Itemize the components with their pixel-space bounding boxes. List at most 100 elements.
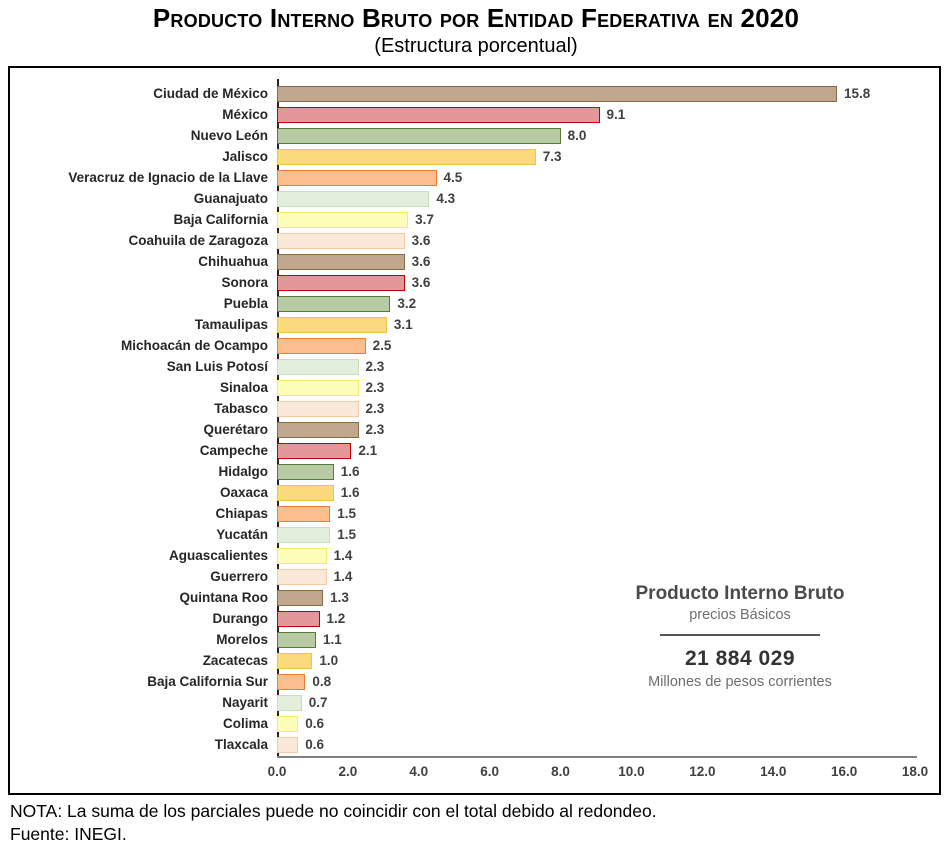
- chart-row: Yucatán 1.5: [10, 524, 939, 545]
- bar-track: 1.5: [277, 524, 939, 545]
- bar-track: 4.5: [277, 167, 939, 188]
- chart-row: Colima 0.6: [10, 713, 939, 734]
- value-label: 1.2: [326, 611, 346, 626]
- bar: [277, 421, 359, 438]
- value-label: 2.1: [358, 443, 378, 458]
- bar-track: 15.8: [277, 83, 939, 104]
- x-tick-label: 4.0: [409, 764, 429, 779]
- chart-row: Zacatecas 1.0: [10, 650, 939, 671]
- value-label: 0.6: [305, 737, 325, 752]
- category-label: Oaxaca: [219, 485, 268, 500]
- bar-track: 2.5: [277, 335, 939, 356]
- category-label: Tlaxcala: [214, 737, 268, 752]
- chart-row: Sonora 3.6: [10, 272, 939, 293]
- bar-track: 2.3: [277, 398, 939, 419]
- bar: [277, 148, 536, 165]
- bar: [277, 169, 437, 186]
- category-label: Morelos: [216, 632, 268, 647]
- chart-row: Veracruz de Ignacio de la Llave 4.5: [10, 167, 939, 188]
- bar: [277, 358, 359, 375]
- value-label: 1.3: [330, 590, 349, 605]
- bar: [277, 694, 302, 711]
- category-label: San Luis Potosí: [166, 359, 268, 374]
- category-label: Tamaulipas: [194, 317, 268, 332]
- chart-rows: Ciudad de México 15.8 México 9.1 Nuevo León 8…: [10, 83, 939, 755]
- chart-row: Baja California 3.7: [10, 209, 939, 230]
- bar: [277, 274, 405, 291]
- bar-track: 2.3: [277, 419, 939, 440]
- value-label: 0.6: [305, 716, 325, 731]
- category-label: Ciudad de México: [153, 86, 268, 101]
- bar-track: 3.6: [277, 251, 939, 272]
- bar: [277, 442, 352, 459]
- bar-track: 3.6: [277, 230, 939, 251]
- chart-row: San Luis Potosí 2.3: [10, 356, 939, 377]
- chart-row: Michoacán de Ocampo 2.5: [10, 335, 939, 356]
- category-label: Jalisco: [222, 149, 268, 164]
- annotation-total-value: 21 884 029: [684, 647, 796, 670]
- value-label: 7.3: [542, 149, 562, 164]
- chart-row: Tamaulipas 3.1: [10, 314, 939, 335]
- value-label: 2.3: [365, 422, 385, 437]
- category-label: Puebla: [223, 296, 268, 311]
- annotation-units: Millones de pesos corrientes: [648, 674, 832, 690]
- bar-track: 2.3: [277, 377, 939, 398]
- bar: [277, 505, 331, 522]
- bar-track: 2.3: [277, 356, 939, 377]
- chart-row: Chiapas 1.5: [10, 503, 939, 524]
- annotation-subtitle: precios Básicos: [689, 607, 791, 623]
- chart-row: México 9.1: [10, 104, 939, 125]
- value-label: 1.4: [333, 569, 353, 584]
- value-label: 4.3: [436, 191, 456, 206]
- chart-row: Nuevo León 8.0: [10, 125, 939, 146]
- bar-track: 1.4: [277, 545, 939, 566]
- category-label: Aguascalientes: [168, 548, 268, 563]
- bar: [277, 631, 316, 648]
- chart-header: Producto Interno Bruto por Entidad Feder…: [0, 0, 952, 58]
- bar: [277, 568, 327, 585]
- bar: [277, 484, 334, 501]
- chart-row: Puebla 3.2: [10, 293, 939, 314]
- category-label: Sinaloa: [219, 380, 268, 395]
- x-axis-ticks: 0.0 2.0 4.0 6.0 8.0 10.0 12.0 14.0 16.0 18.0: [10, 764, 939, 784]
- x-tick-label: 12.0: [689, 764, 716, 779]
- chart-title: Producto Interno Bruto por Entidad Feder…: [152, 3, 800, 33]
- value-label: 3.6: [411, 233, 431, 248]
- category-label: Michoacán de Ocampo: [120, 338, 268, 353]
- chart-row: Guerrero 1.4: [10, 566, 939, 587]
- chart-row: Tabasco 2.3: [10, 398, 939, 419]
- value-label: 3.1: [393, 317, 413, 332]
- chart-row: Quintana Roo 1.3: [10, 587, 939, 608]
- category-label: Coahuila de Zaragoza: [128, 233, 268, 248]
- x-tick-label: 6.0: [480, 764, 500, 779]
- category-label: Zacatecas: [202, 653, 268, 668]
- bar: [277, 526, 331, 543]
- bar-track: 3.6: [277, 272, 939, 293]
- bar-track: 8.0: [277, 125, 939, 146]
- chart-row: Oaxaca 1.6: [10, 482, 939, 503]
- bar-track: 9.1: [277, 104, 939, 125]
- bar: [277, 190, 430, 207]
- footer-note: NOTA: La suma de los parciales puede no …: [10, 801, 657, 821]
- total-annotation: Producto Interno Bruto precios Básicos 2…: [575, 583, 905, 690]
- chart-row: Morelos 1.1: [10, 629, 939, 650]
- value-label: 1.4: [333, 548, 353, 563]
- chart-row: Hidalgo 1.6: [10, 461, 939, 482]
- category-label: Chiapas: [215, 506, 268, 521]
- category-label: Hidalgo: [218, 464, 269, 479]
- value-label: 1.6: [340, 485, 360, 500]
- bar: [277, 589, 324, 606]
- category-label: Colima: [222, 716, 268, 731]
- category-label: Tabasco: [214, 401, 268, 416]
- category-label: Nuevo León: [190, 128, 268, 143]
- chart-row: Querétaro 2.3: [10, 419, 939, 440]
- category-label: Durango: [212, 611, 269, 626]
- chart-row: Chihuahua 3.6: [10, 251, 939, 272]
- value-label: 15.8: [844, 86, 871, 101]
- chart-row: Tlaxcala 0.6: [10, 734, 939, 755]
- value-label: 2.3: [365, 359, 385, 374]
- chart-row: Campeche 2.1: [10, 440, 939, 461]
- chart-row: Baja California Sur 0.8: [10, 671, 939, 692]
- category-label: Campeche: [199, 443, 268, 458]
- bar: [277, 85, 837, 102]
